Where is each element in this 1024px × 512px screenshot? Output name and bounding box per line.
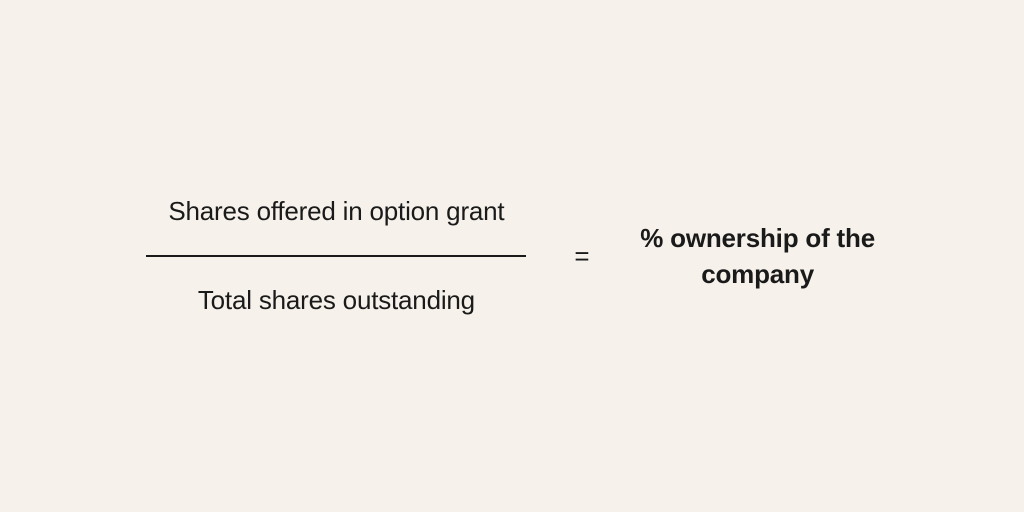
ownership-equation: Shares offered in option grant Total sha… bbox=[146, 196, 877, 316]
fraction: Shares offered in option grant Total sha… bbox=[146, 196, 526, 316]
denominator-text: Total shares outstanding bbox=[198, 285, 475, 316]
numerator-text: Shares offered in option grant bbox=[168, 196, 504, 227]
equals-sign: = bbox=[574, 241, 589, 272]
result-text: % ownership of the company bbox=[638, 220, 878, 293]
fraction-bar bbox=[146, 255, 526, 257]
